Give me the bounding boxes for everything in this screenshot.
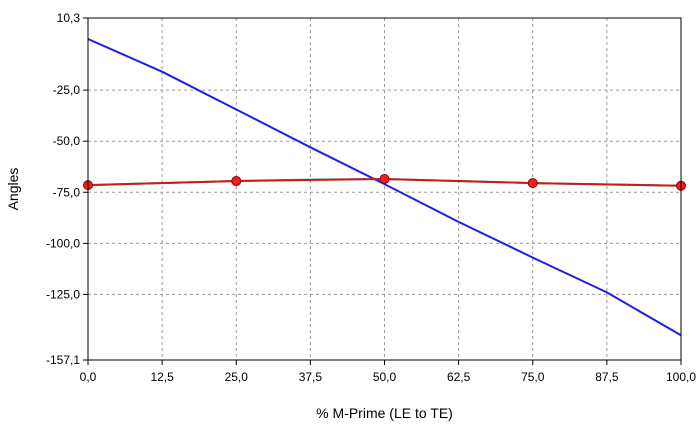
y-tick-label-4: -100,0 xyxy=(46,236,80,250)
y-axis-title: Angles xyxy=(5,168,21,211)
tick-labels: 0,0 12,5 25,0 37,5 50,0 62,5 75,0 87,5 100,0 10,3… xyxy=(46,11,696,384)
x-tick-label-1: 12,5 xyxy=(150,370,174,384)
x-tick-label-8: 100,0 xyxy=(666,370,696,384)
grid-lines xyxy=(88,18,681,360)
y-tick-label-2: -50,0 xyxy=(53,134,81,148)
x-tick-label-3: 37,5 xyxy=(299,370,323,384)
y-tick-label-0: 10,3 xyxy=(57,11,81,25)
x-tick-label-2: 25,0 xyxy=(225,370,249,384)
y-tick-label-6: -157,1 xyxy=(46,353,80,367)
y-tick-label-3: -75,0 xyxy=(53,185,81,199)
series-group xyxy=(83,38,686,337)
plot-frame xyxy=(87,17,682,361)
series-2-point-3 xyxy=(527,178,538,189)
series-line-0 xyxy=(87,38,682,337)
x-axis-title: % M-Prime (LE to TE) xyxy=(316,405,453,421)
x-tick-label-6: 75,0 xyxy=(521,370,545,384)
x-tick-label-0: 0,0 xyxy=(80,370,97,384)
x-tick-label-4: 50,0 xyxy=(373,370,397,384)
series-2-point-2 xyxy=(379,173,390,184)
axes xyxy=(83,17,682,365)
y-tick-label-1: -25,0 xyxy=(53,83,81,97)
x-tick-label-5: 62,5 xyxy=(447,370,471,384)
y-tick-label-5: -125,0 xyxy=(46,287,80,301)
x-tick-label-7: 87,5 xyxy=(595,370,619,384)
series-2-point-1 xyxy=(231,176,242,187)
